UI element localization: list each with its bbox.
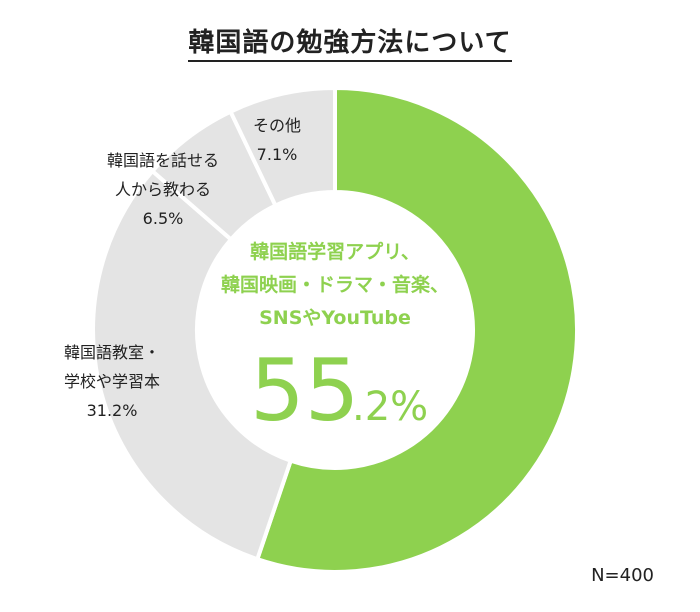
slice-1 <box>91 169 293 562</box>
slice-2-label-line-0: 韓国語を話せる <box>107 151 219 170</box>
slice-1-label-line-2: 31.2% <box>87 401 138 420</box>
slice-2-label-line-2: 6.5% <box>143 209 184 228</box>
slice-3 <box>228 86 337 208</box>
sample-size-label: N=400 <box>591 565 654 586</box>
chart-title: 韓国語の勉強方法について <box>0 22 700 62</box>
chart-title-text: 韓国語の勉強方法について <box>188 28 512 62</box>
center-label-line-0: 韓国語学習アプリ、 <box>250 240 420 263</box>
slice-3-label-line-0: その他 <box>253 116 301 135</box>
center-value-decimal: .2% <box>352 384 428 430</box>
center-label-line-1: 韓国映画・ドラマ・音楽、 <box>221 273 449 296</box>
slice-0 <box>255 86 579 574</box>
center-value-main: 55 <box>250 341 359 441</box>
center-label-line-2: SNSやYouTube <box>259 307 411 329</box>
slice-2-label-line-1: 人から教わる <box>115 180 211 199</box>
slice-1-label-line-0: 韓国語教室・ <box>64 343 160 362</box>
slice-1-label-line-1: 学校や学習本 <box>64 372 160 391</box>
slice-3-label-line-1: 7.1% <box>257 145 298 164</box>
